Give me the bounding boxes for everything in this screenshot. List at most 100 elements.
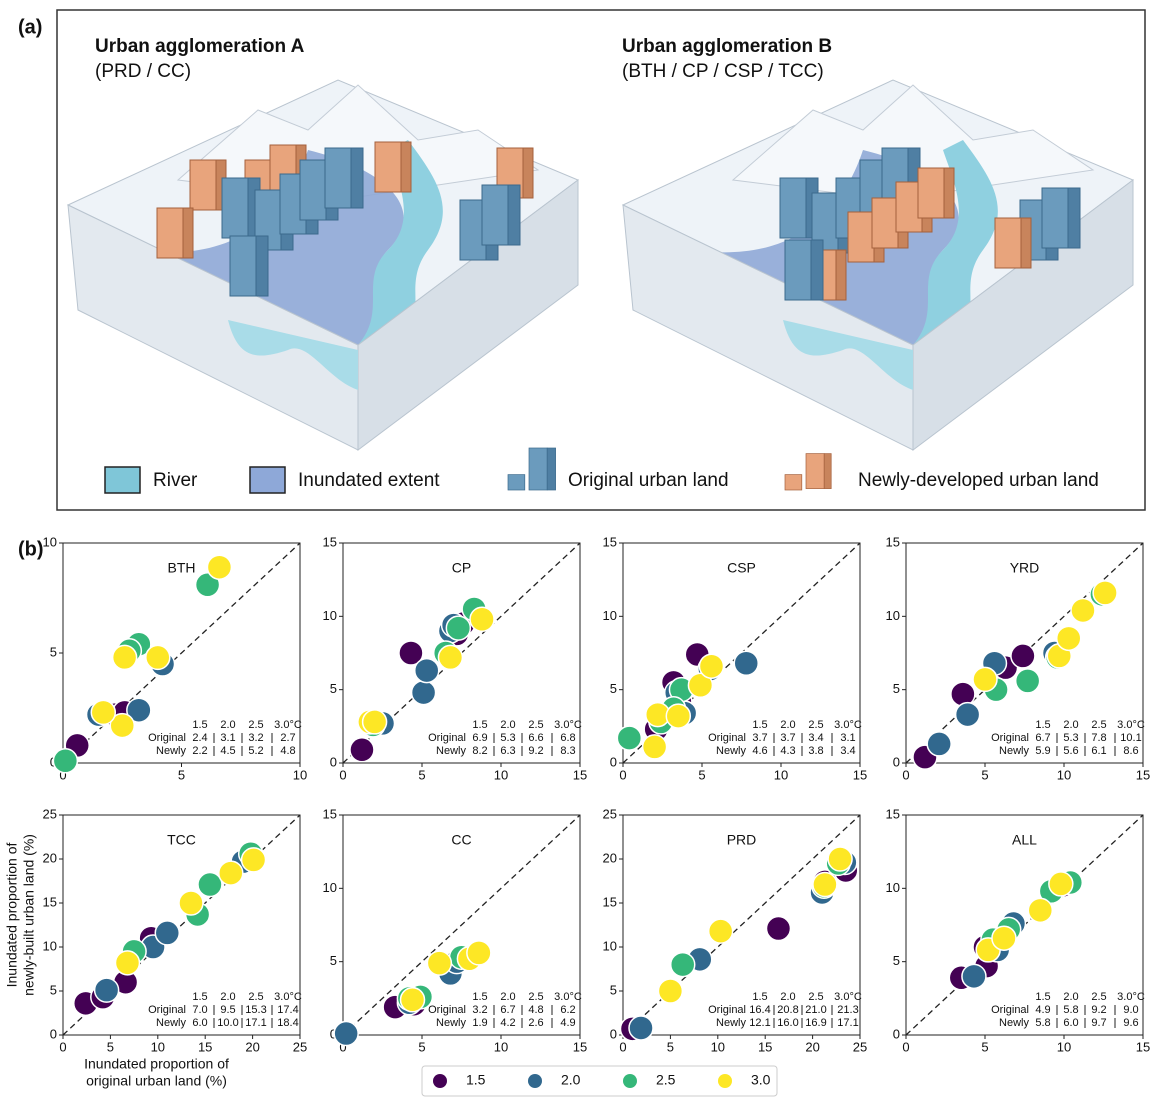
x-tick-label: 0 bbox=[59, 767, 66, 782]
point bbox=[657, 978, 684, 1004]
table-header: 2.5 bbox=[528, 991, 543, 1003]
table-header: 2.5 bbox=[248, 719, 263, 731]
y-tick-label: 5 bbox=[893, 681, 900, 696]
x-tick-label: 5 bbox=[418, 1039, 425, 1054]
point bbox=[961, 963, 987, 990]
legend-label: Original urban land bbox=[568, 470, 729, 491]
table-cell: 5.3 bbox=[500, 732, 515, 744]
table-cell: 3.1 bbox=[220, 732, 235, 744]
point bbox=[733, 650, 759, 677]
legend-icon bbox=[784, 453, 832, 491]
scene-title: Urban agglomeration B bbox=[622, 36, 832, 57]
table-header: 2.0 bbox=[500, 719, 515, 731]
legend-label: 2.5 bbox=[656, 1072, 676, 1088]
point bbox=[111, 644, 138, 671]
plot-frame bbox=[342, 542, 581, 764]
table-cell: 17.4 bbox=[277, 1004, 298, 1016]
table-cell: 2.4 bbox=[192, 732, 207, 744]
table-cell: 16.4 bbox=[749, 1004, 770, 1016]
point bbox=[1027, 897, 1054, 924]
y-tick-label: 5 bbox=[50, 644, 57, 659]
x-axis-label: original urban land (%) bbox=[86, 1073, 227, 1089]
y-tick-label: 10 bbox=[603, 938, 617, 953]
table-cell: 3.2 bbox=[472, 1004, 487, 1016]
table-header: 2.5 bbox=[528, 719, 543, 731]
y-tick-label: 15 bbox=[886, 806, 900, 821]
table-cell: 6.9 bbox=[472, 732, 487, 744]
y-tick-label: 5 bbox=[50, 982, 57, 997]
y-tick-label: 25 bbox=[603, 806, 617, 821]
x-tick-label: 15 bbox=[1136, 1039, 1150, 1054]
legend-marker bbox=[528, 1074, 542, 1088]
table-header: 3.0°C bbox=[274, 991, 302, 1003]
point bbox=[194, 572, 221, 598]
table-row-label: Original bbox=[428, 732, 466, 744]
reference-line bbox=[62, 542, 301, 764]
table-header: 2.0 bbox=[500, 991, 515, 1003]
table-header: 2.0 bbox=[1063, 719, 1078, 731]
table-header: 2.5 bbox=[808, 991, 823, 1003]
y-tick-label: 15 bbox=[323, 806, 337, 821]
y-axis-label: newly-built urban land (%) bbox=[21, 834, 37, 996]
table-cell: 9.0 bbox=[1123, 1004, 1138, 1016]
table-cell: 7.8 bbox=[1091, 732, 1106, 744]
x-tick-label: 25 bbox=[293, 1039, 307, 1054]
point bbox=[52, 748, 79, 774]
x-axis-label: Inundated proportion of bbox=[84, 1056, 229, 1072]
y-tick-label: 0 bbox=[50, 1026, 57, 1041]
x-tick-label: 10 bbox=[1057, 1039, 1071, 1054]
x-tick-label: 5 bbox=[178, 767, 185, 782]
point bbox=[437, 644, 464, 671]
y-tick-label: 10 bbox=[603, 608, 617, 623]
table-header: 3.0°C bbox=[1117, 719, 1145, 731]
table-header: 3.0°C bbox=[554, 719, 582, 731]
y-tick-label: 0 bbox=[330, 1026, 337, 1041]
table-cell: 2.6 bbox=[528, 1017, 543, 1029]
table-header: 1.5 bbox=[472, 719, 487, 731]
y-tick-label: 5 bbox=[330, 681, 337, 696]
legend-label: Inundated extent bbox=[298, 470, 440, 491]
table-row-label: Newly bbox=[156, 745, 186, 757]
terrain-block bbox=[67, 79, 579, 451]
subplot: 0 5 10 15 20 25 0 5 10 15 20 25 TCC 1.5 2.0 2.5 3.0°C Ori… bbox=[4, 806, 308, 1088]
point bbox=[1092, 580, 1118, 606]
table-cell: 4.9 bbox=[1035, 1004, 1050, 1016]
point bbox=[1010, 643, 1036, 669]
x-tick-label: 15 bbox=[853, 767, 867, 782]
table-cell: 12.1 bbox=[749, 1017, 770, 1029]
y-tick-label: 20 bbox=[603, 850, 617, 865]
x-tick-label: 10 bbox=[774, 767, 788, 782]
table-cell: 5.8 bbox=[1035, 1017, 1050, 1029]
y-tick-label: 10 bbox=[43, 938, 57, 953]
table-cell: 9.6 bbox=[1123, 1017, 1138, 1029]
table-row-label: Newly bbox=[999, 1017, 1029, 1029]
x-tick-label: 20 bbox=[245, 1039, 259, 1054]
subplot: 0 5 10 15 0 5 10 15 CC 1.5 2.0 2.5 3.0°C Original 3.2 6… bbox=[323, 806, 588, 1054]
subplot: 0 5 10 15 0 5 10 15 CSP 1.5 2.0 2.5 3.0°C Original 3.7… bbox=[603, 534, 868, 782]
table-header: 3.0°C bbox=[274, 719, 302, 731]
x-tick-label: 0 bbox=[902, 767, 909, 782]
table-cell: 6.2 bbox=[560, 1004, 575, 1016]
x-tick-label: 5 bbox=[981, 767, 988, 782]
terrain-block bbox=[622, 79, 1134, 451]
point bbox=[466, 940, 492, 966]
x-tick-label: 15 bbox=[1136, 767, 1150, 782]
table-cell: 2.2 bbox=[192, 745, 207, 757]
legend-label: 3.0 bbox=[751, 1072, 771, 1088]
point bbox=[812, 871, 838, 898]
table-row-label: Newly bbox=[436, 1017, 466, 1029]
x-tick-label: 10 bbox=[293, 767, 307, 782]
y-tick-label: 10 bbox=[323, 880, 337, 895]
point bbox=[628, 1015, 654, 1041]
x-tick-label: 15 bbox=[198, 1039, 212, 1054]
table-cell: 6.8 bbox=[560, 732, 575, 744]
point bbox=[154, 920, 181, 946]
table-row-label: Original bbox=[148, 1004, 186, 1016]
table-header: 1.5 bbox=[192, 991, 207, 1003]
table-row-label: Newly bbox=[436, 745, 466, 757]
subplot-title: CSP bbox=[727, 560, 756, 576]
table-row-label: Newly bbox=[716, 745, 746, 757]
legend-marker bbox=[623, 1074, 637, 1088]
table-row-label: Newly bbox=[999, 745, 1029, 757]
